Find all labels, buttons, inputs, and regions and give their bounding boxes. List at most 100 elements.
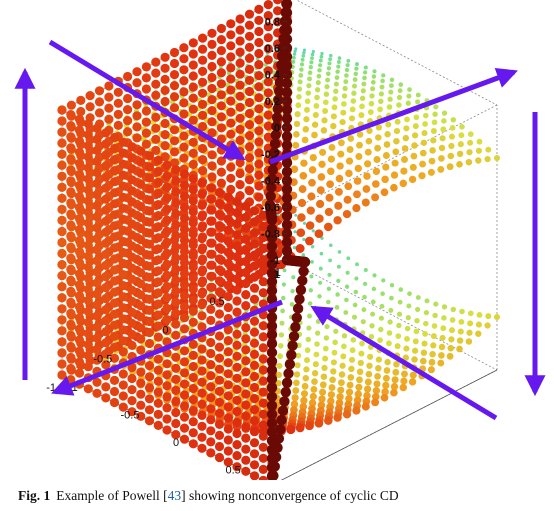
data-point — [360, 88, 366, 94]
data-point — [179, 235, 190, 245]
data-point — [118, 292, 128, 302]
boundary-point — [283, 368, 294, 379]
data-point — [326, 66, 332, 71]
data-point — [123, 105, 133, 115]
data-point — [419, 160, 427, 168]
data-point — [404, 116, 410, 123]
data-point — [153, 266, 163, 276]
boundary-point — [266, 391, 278, 402]
data-point — [241, 334, 251, 344]
data-point — [301, 54, 306, 58]
data-point — [223, 291, 233, 302]
data-point — [74, 335, 85, 345]
data-point — [439, 334, 446, 341]
data-point — [153, 365, 163, 375]
data-point — [402, 354, 409, 361]
data-point — [104, 92, 114, 102]
data-point — [57, 271, 67, 281]
data-point — [206, 315, 216, 325]
data-point — [206, 382, 216, 392]
data-point — [188, 339, 198, 349]
data-point — [344, 67, 350, 73]
data-point — [101, 139, 111, 149]
data-point — [385, 121, 392, 128]
data-point — [388, 89, 394, 95]
data-point — [109, 221, 120, 231]
caption-reference-link[interactable]: 43 — [167, 488, 182, 503]
data-point — [94, 86, 105, 96]
data-point — [336, 162, 344, 170]
data-point — [299, 62, 305, 67]
data-point — [333, 328, 339, 334]
data-point — [123, 93, 133, 104]
data-point — [232, 263, 242, 273]
data-point — [92, 355, 102, 365]
data-point — [466, 149, 473, 156]
data-point — [249, 316, 260, 326]
data-point — [348, 365, 355, 373]
data-point — [232, 406, 242, 417]
data-point — [92, 377, 102, 387]
data-point — [179, 213, 190, 223]
data-point — [109, 331, 120, 341]
data-point — [440, 126, 447, 133]
data-point — [197, 388, 207, 398]
data-point — [179, 224, 190, 234]
data-point — [179, 191, 190, 201]
data-point — [404, 325, 411, 332]
data-point — [162, 326, 172, 336]
data-point — [169, 92, 180, 102]
boundary-point — [286, 349, 297, 361]
data-point — [316, 186, 325, 195]
data-point — [249, 239, 260, 249]
data-point — [83, 130, 93, 140]
data-point — [244, 42, 255, 52]
boundary-point — [266, 250, 278, 261]
data-point — [375, 365, 382, 372]
data-point — [396, 94, 403, 101]
data-point — [66, 143, 76, 153]
data-point — [456, 160, 463, 168]
data-point — [241, 234, 251, 244]
data-point — [66, 187, 76, 197]
data-point — [214, 187, 225, 198]
data-point — [249, 449, 260, 459]
data-point — [162, 204, 172, 214]
data-point — [346, 146, 354, 153]
data-point — [337, 56, 342, 60]
data-point — [66, 286, 76, 296]
data-point — [258, 210, 268, 220]
data-point — [162, 381, 172, 391]
data-point — [404, 335, 410, 342]
data-point — [359, 103, 365, 110]
data-point — [188, 196, 198, 206]
data-point — [162, 303, 172, 314]
data-point — [355, 383, 363, 391]
data-point — [391, 376, 399, 384]
boundary-point — [276, 51, 288, 62]
data-point — [226, 107, 236, 117]
data-point — [101, 249, 111, 259]
data-point — [295, 352, 302, 359]
data-point — [179, 131, 189, 141]
data-point — [263, 44, 273, 54]
data-point — [171, 352, 181, 362]
data-point — [214, 198, 225, 209]
data-point — [57, 370, 67, 380]
data-point — [198, 66, 208, 76]
data-point — [484, 322, 491, 329]
data-point — [244, 131, 255, 141]
data-point — [179, 98, 189, 108]
data-point — [358, 350, 365, 357]
data-point — [141, 139, 151, 149]
data-point — [312, 361, 319, 368]
data-point — [310, 52, 315, 57]
data-point — [214, 309, 225, 319]
data-point — [249, 416, 260, 426]
data-point — [378, 91, 384, 97]
data-point — [144, 184, 155, 194]
data-point — [305, 336, 312, 343]
data-point — [307, 76, 312, 82]
data-point — [241, 256, 251, 267]
data-point — [188, 49, 198, 59]
